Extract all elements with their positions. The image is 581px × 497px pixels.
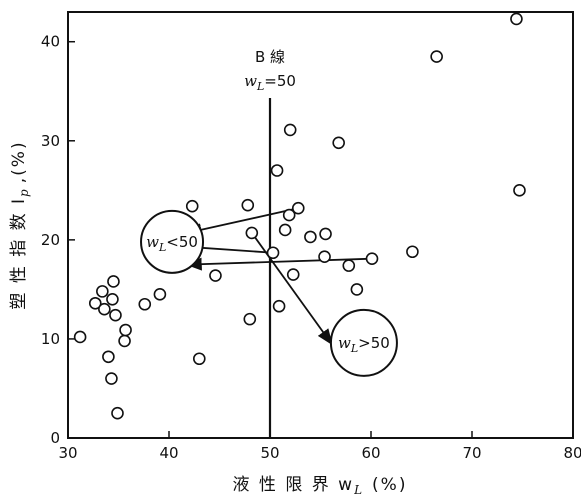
y-tick-label: 0 xyxy=(50,429,60,447)
b-line-eq-sub: L xyxy=(256,80,264,93)
y-tick-label: 20 xyxy=(41,231,60,249)
b-line-eq-rest: =50 xyxy=(264,72,296,90)
right-sub: L xyxy=(350,342,358,355)
data-point xyxy=(266,246,280,260)
y-axis-title-sub: p xyxy=(17,187,31,197)
x-tick-label: 40 xyxy=(159,444,178,462)
data-point xyxy=(241,198,255,212)
y-axis-title: 塑 性 指 数 Ip ,(%) xyxy=(9,140,31,309)
x-tick-label: 80 xyxy=(563,444,581,462)
x-axis-title-sub: L xyxy=(353,483,364,497)
data-point xyxy=(332,136,345,150)
arrow xyxy=(185,207,299,237)
tick-labels: 30 40 50 60 70 80 0 10 20 30 40 xyxy=(41,33,581,462)
data-point xyxy=(282,208,296,222)
data-point xyxy=(319,227,332,241)
x-tick-label: 50 xyxy=(260,444,279,462)
y-tick-label: 10 xyxy=(41,330,60,348)
data-point xyxy=(153,288,167,301)
label-left-text: wL<50 xyxy=(146,233,198,254)
arrow xyxy=(185,257,373,271)
data-point xyxy=(304,230,317,244)
data-point xyxy=(272,299,286,313)
data-point xyxy=(106,293,119,306)
data-point xyxy=(283,123,297,137)
data-point xyxy=(350,283,364,296)
data-point xyxy=(209,269,222,282)
label-less-than-50: wL<50 xyxy=(140,209,205,274)
data-point xyxy=(119,323,132,337)
x-tick-label: 70 xyxy=(462,444,481,462)
data-point xyxy=(291,201,305,215)
data-point xyxy=(96,285,109,298)
y-axis-title-text: 塑 性 指 数 I xyxy=(9,197,29,310)
data-point xyxy=(278,223,292,237)
data-point xyxy=(245,226,259,240)
data-points xyxy=(73,12,526,420)
label-circle-right xyxy=(329,308,398,377)
right-var: w xyxy=(338,334,351,352)
data-point xyxy=(107,275,120,288)
data-point xyxy=(102,350,115,364)
left-sub: L xyxy=(158,241,166,254)
x-tick-label: 30 xyxy=(58,444,77,462)
data-point xyxy=(105,372,118,385)
data-point xyxy=(430,50,443,63)
b-line-equation: wL=50 xyxy=(244,72,296,93)
label-circle-left xyxy=(140,209,205,274)
y-axis-unit: ,(%) xyxy=(9,140,29,183)
data-point xyxy=(406,245,419,259)
data-point xyxy=(510,12,523,26)
x-axis-title-text: 液 性 限 界 w xyxy=(233,475,355,495)
label-right-text: wL>50 xyxy=(338,334,390,355)
data-point xyxy=(318,250,331,264)
data-point xyxy=(73,330,87,344)
data-point xyxy=(342,259,356,272)
data-point xyxy=(286,268,300,281)
data-point xyxy=(193,352,206,366)
data-point xyxy=(270,164,284,177)
left-rest: <50 xyxy=(166,233,198,251)
data-point xyxy=(243,312,257,326)
data-point xyxy=(118,334,131,348)
left-var: w xyxy=(146,233,159,251)
x-axis-title: 液 性 限 界 wL (%) xyxy=(233,475,408,497)
data-point xyxy=(88,296,102,310)
label-greater-than-50: wL>50 xyxy=(329,308,398,377)
data-point xyxy=(513,184,526,197)
data-point xyxy=(365,252,379,265)
b-line-label: B 線 xyxy=(255,48,285,66)
x-tick-label: 60 xyxy=(361,444,380,462)
data-point xyxy=(185,199,199,213)
y-tick-label: 30 xyxy=(41,132,60,150)
right-rest: >50 xyxy=(358,334,390,352)
b-line-eq-var: w xyxy=(244,72,257,90)
arrow xyxy=(251,232,333,346)
data-point xyxy=(138,297,152,311)
data-point xyxy=(109,308,122,322)
y-tick-label: 40 xyxy=(41,33,60,51)
data-point xyxy=(98,302,111,316)
plot-frame xyxy=(67,11,574,439)
data-point xyxy=(111,406,124,420)
x-axis-unit: (%) xyxy=(372,475,407,495)
